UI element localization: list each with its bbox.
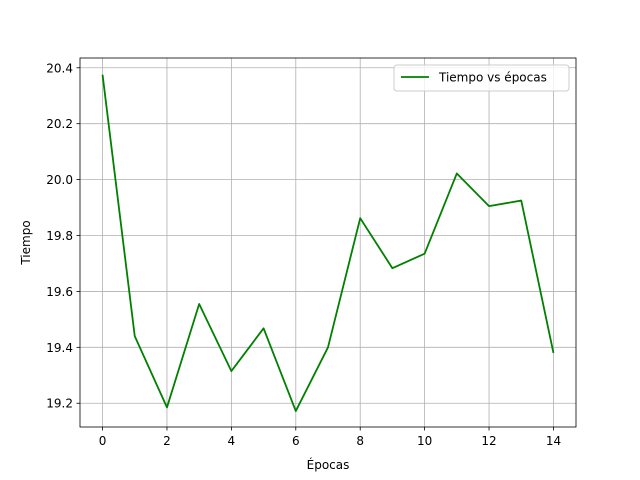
legend: Tiempo vs épocas [393,64,570,92]
x-tick-label: 10 [417,434,432,448]
y-tick-label: 19.2 [46,397,73,411]
series-group [101,74,555,412]
x-tick-label: 6 [292,434,300,448]
y-tick-label: 20.2 [46,117,73,131]
x-tick-label: 2 [163,434,171,448]
x-axis-label: Épocas [307,457,350,472]
series-line [101,74,555,412]
axes [79,57,577,428]
legend-label: Tiempo vs épocas [438,71,547,85]
y-tick-label: 19.4 [46,341,73,355]
legend-box [393,64,570,92]
y-tick-label: 19.8 [46,229,73,243]
x-tick-label: 8 [356,434,364,448]
y-axis-label: Tiempo [19,220,33,265]
plot-area [80,58,576,427]
axes-frame [79,57,577,428]
x-tick-label: 4 [228,434,236,448]
x-tick-label: 0 [99,434,107,448]
ticks: 0 2 4 6 8 10 12 14 19.2 19.4 19.6 19.8 20.0 20.2 20.4 [46,61,561,448]
x-tick-label: 12 [481,434,496,448]
y-tick-label: 19.6 [46,285,73,299]
y-tick-label: 20.4 [46,61,73,75]
x-tick-label: 14 [546,434,561,448]
y-tick-label: 20.0 [46,173,73,187]
